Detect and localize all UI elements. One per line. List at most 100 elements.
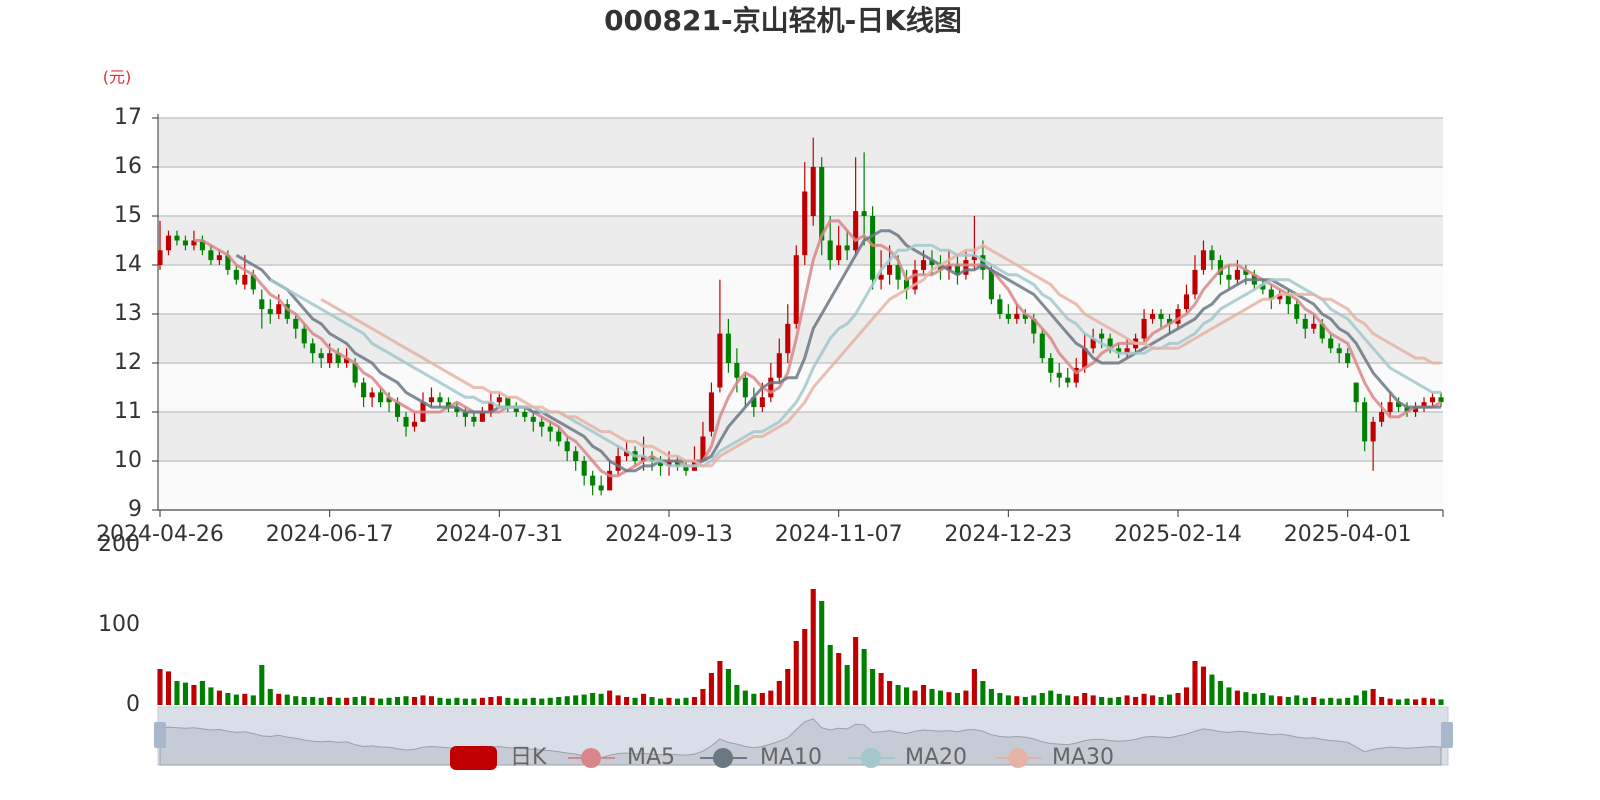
zoom-handle[interactable] [1441, 722, 1453, 748]
volume-bar [1429, 698, 1436, 705]
volume-bar [666, 697, 672, 705]
zoom-handle[interactable] [154, 722, 166, 748]
volume-bar [1311, 697, 1317, 705]
candle-body [182, 240, 188, 246]
volume-bar [276, 693, 282, 705]
legend-label[interactable]: MA5 [627, 745, 675, 770]
candle-body [1116, 348, 1122, 354]
volume-bar [530, 697, 536, 705]
candle-body [878, 274, 884, 280]
candle-body [191, 240, 197, 246]
candle-body [174, 235, 180, 241]
volume-bar [1294, 695, 1300, 705]
volume-bar [946, 692, 952, 705]
candle-body [225, 255, 231, 270]
volume-tick-label: 0 [126, 692, 140, 717]
volume-bar [1387, 698, 1393, 705]
candle-body [1319, 323, 1325, 339]
volume-tick-label: 200 [98, 532, 140, 557]
candle-body [1243, 269, 1249, 275]
candle-body [1192, 269, 1198, 295]
candle-body [488, 402, 494, 412]
legend-label[interactable]: MA30 [1052, 745, 1114, 770]
candle-body [853, 211, 859, 251]
volume-bar [971, 669, 977, 705]
ma-line [320, 243, 1441, 468]
candle-body [505, 397, 511, 408]
chart-title: 000821-京山轻机-日K线图 [604, 4, 962, 37]
candle-body [598, 485, 604, 491]
candle-body [810, 167, 816, 216]
volume-bar [657, 698, 664, 705]
volume-bar [1353, 695, 1359, 705]
volume-bar [352, 697, 358, 705]
candle-body [157, 250, 163, 265]
candle-body [776, 353, 782, 378]
volume-bar [496, 696, 502, 705]
volume-bar [284, 694, 290, 705]
candle-body [1294, 304, 1300, 319]
candle-body [683, 465, 689, 471]
candle-body [233, 269, 239, 280]
volume-bar [1217, 681, 1223, 705]
candle-body [768, 377, 774, 398]
ma-line [235, 229, 1441, 473]
volume-bar [920, 685, 927, 705]
candle-body [539, 421, 545, 427]
candle-body [827, 240, 833, 261]
legend-icon [581, 748, 601, 768]
y-tick-label: 12 [114, 350, 142, 375]
candle-body [1277, 294, 1283, 300]
legend-label[interactable]: 日K [510, 745, 547, 770]
candle-body [259, 299, 265, 310]
candle-body [267, 309, 273, 314]
candle-body [920, 260, 927, 270]
volume-bar [165, 671, 172, 705]
volume-bar [267, 689, 273, 705]
candle-body [581, 461, 587, 476]
volume-bar [1166, 694, 1173, 705]
volume-bar [1277, 696, 1283, 705]
candle-body [674, 461, 681, 466]
volume-bar [157, 669, 163, 705]
x-tick-label: 2024-12-23 [944, 522, 1072, 547]
candle-body [1328, 338, 1334, 349]
volume-bar [369, 697, 375, 705]
volume-bar [428, 696, 435, 705]
candle-body [344, 358, 350, 363]
candle-body [1090, 338, 1096, 349]
candle-body [954, 265, 960, 275]
volume-bar [462, 698, 468, 705]
candle-body [352, 363, 358, 383]
volume-bar [454, 697, 460, 705]
volume-bar [759, 693, 765, 705]
candle-body [1056, 372, 1062, 378]
volume-bar [547, 697, 553, 705]
grid-band [158, 412, 1443, 461]
volume-bar [539, 698, 545, 705]
volume-bar [310, 697, 316, 705]
volume-bar [929, 689, 935, 705]
volume-bar [488, 697, 494, 705]
candle-body [250, 274, 256, 290]
volume-bar [318, 697, 324, 705]
legend-label[interactable]: MA20 [905, 745, 967, 770]
candle-body [318, 353, 324, 359]
candle-body [522, 412, 528, 417]
volume-bar [1336, 698, 1342, 705]
candle-body [1039, 333, 1045, 359]
grid-band [158, 118, 1443, 167]
volume-bar [1014, 696, 1020, 705]
candle-body [547, 426, 553, 432]
candle-body [1396, 402, 1402, 408]
volume-bar [836, 653, 842, 705]
volume-bar [878, 673, 884, 705]
volume-bar [624, 697, 630, 705]
candle-body [1014, 314, 1020, 319]
candle-body [997, 299, 1003, 314]
legend-label[interactable]: MA10 [760, 745, 822, 770]
volume-bar [1031, 695, 1037, 705]
volume-bar [1082, 693, 1088, 705]
volume-bar [199, 681, 205, 705]
candle-body [242, 274, 248, 285]
